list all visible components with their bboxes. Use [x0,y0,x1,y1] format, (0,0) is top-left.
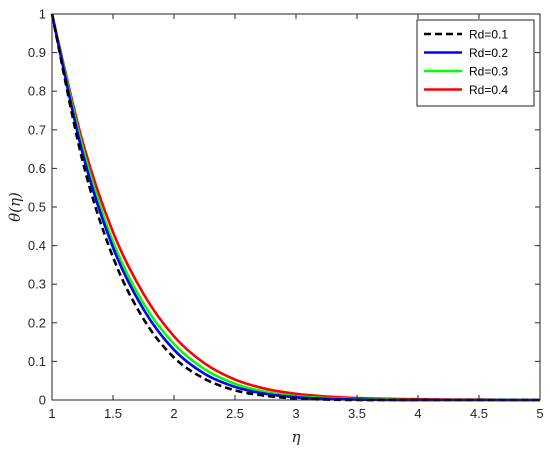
y-tick-label: 1 [39,7,46,22]
y-tick-label: 0.6 [28,161,46,176]
x-tick-label: 1 [48,406,55,421]
plot-frame [51,13,541,401]
series-line-rd-0-1 [50,13,540,402]
x-tick-label: 4.5 [470,406,488,421]
y-tick-label: 0.7 [28,122,46,137]
x-tick-label: 1.5 [104,406,122,421]
y-tick-label: 0.1 [28,354,46,369]
x-tick-label: 3.5 [348,406,366,421]
legend-label: Rd=0.3 [469,65,508,79]
y-tick-label: 0.9 [28,45,46,60]
x-tick-label: 2 [170,406,177,421]
legend-label: Rd=0.1 [469,28,508,42]
x-tick-label: 3 [292,406,299,421]
legend: Rd=0.1 Rd=0.2 Rd=0.3 Rd=0.4 [416,19,535,107]
y-tick-label: 0.5 [28,200,46,215]
y-tick-label: 0 [39,393,46,408]
x-axis-label: η [292,428,301,446]
y-tick-label: 0.2 [28,315,46,330]
x-tick-label: 2.5 [226,406,244,421]
y-tick-labels: 0 0.1 0.2 0.3 0.4 0.5 0.6 0.7 0.8 0.9 1 [28,7,46,408]
y-tick-label: 0.4 [28,238,46,253]
legend-label: Rd=0.4 [469,83,508,97]
y-tick-label: 0.3 [28,277,46,292]
x-tick-label: 4 [414,406,421,421]
x-tick-labels: 1 1.5 2 2.5 3 3.5 4 4.5 5 [48,406,543,421]
y-axis-label: θ(η) [6,192,24,222]
legend-label: Rd=0.2 [469,46,508,60]
y-tick-label: 0.8 [28,84,46,99]
x-tick-label: 5 [536,406,543,421]
